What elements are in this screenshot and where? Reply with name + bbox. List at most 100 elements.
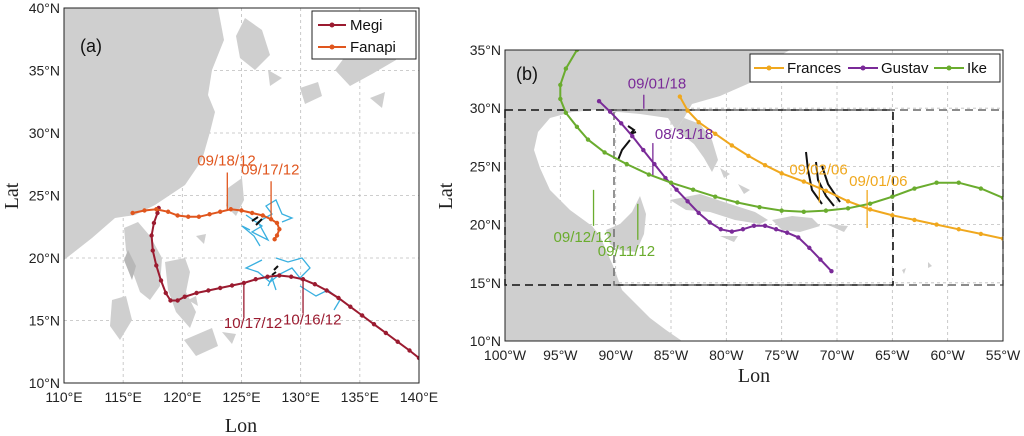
- data-point-ike: [912, 186, 916, 190]
- data-point-gustav: [774, 227, 778, 231]
- data-point-ike: [575, 125, 579, 129]
- data-point-megi: [277, 273, 281, 277]
- data-point-frances: [746, 154, 750, 158]
- data-point-gustav: [829, 269, 833, 273]
- data-point-megi: [175, 298, 179, 302]
- x-tick-label: 55°W: [986, 347, 1021, 363]
- legend-a: Megi Fanapi: [312, 11, 416, 59]
- y-axis-label-b: Lat: [435, 182, 457, 209]
- data-point-megi: [154, 263, 158, 267]
- legend-label-ike: Ike: [967, 60, 987, 77]
- data-point-megi: [149, 233, 153, 237]
- data-point-frances: [802, 179, 806, 183]
- data-point-megi: [372, 322, 376, 326]
- data-point-ike: [934, 180, 938, 184]
- data-point-gustav: [730, 229, 734, 233]
- data-point-ike: [647, 172, 651, 176]
- data-point-fanapi: [275, 233, 279, 237]
- data-point-megi: [336, 296, 340, 300]
- legend-marker-ike: [947, 66, 952, 71]
- data-point-gustav: [608, 109, 612, 113]
- y-tick-label: 15°N: [470, 275, 501, 291]
- data-point-ike: [824, 208, 828, 212]
- data-point-fanapi: [207, 212, 211, 216]
- data-point-fanapi: [272, 237, 276, 241]
- data-point-gustav: [619, 121, 623, 125]
- data-point-gustav: [763, 224, 767, 228]
- data-point-gustav: [708, 220, 712, 224]
- legend-marker-gustav: [861, 66, 866, 71]
- data-point-ike: [669, 180, 673, 184]
- legend-marker-fanapi: [330, 45, 335, 50]
- data-point-megi: [151, 248, 155, 252]
- data-point-fanapi: [275, 221, 279, 225]
- x-axis-label-a: Lon: [225, 415, 257, 436]
- x-tick-label: 125°E: [222, 389, 260, 405]
- x-tick-label: 115°E: [105, 389, 142, 405]
- data-point-megi: [152, 221, 156, 225]
- data-point-gustav: [696, 211, 700, 215]
- y-tick-label: 20°N: [29, 250, 60, 266]
- data-point-frances: [730, 143, 734, 147]
- data-point-frances: [868, 207, 872, 211]
- y-axis-label-a: Lat: [1, 182, 23, 209]
- data-point-megi: [230, 283, 234, 287]
- data-point-ike: [713, 194, 717, 198]
- x-tick-label: 95°W: [543, 347, 578, 363]
- y-tick-label: 10°N: [470, 333, 501, 349]
- data-point-ike: [757, 205, 761, 209]
- data-point-ike: [586, 137, 590, 141]
- y-tick-label: 30°N: [29, 125, 60, 141]
- data-point-frances: [763, 163, 767, 167]
- data-point-ike: [602, 150, 606, 154]
- data-point-frances: [846, 199, 850, 203]
- data-point-megi: [360, 313, 364, 317]
- data-point-gustav: [630, 134, 634, 138]
- x-tick-label: 65°W: [875, 347, 910, 363]
- data-point-fanapi: [186, 215, 190, 219]
- data-point-fanapi: [166, 210, 170, 214]
- x-tick-label: 130°E: [282, 389, 320, 405]
- data-point-megi: [168, 298, 172, 302]
- date-annotation: 09/02/06: [789, 161, 847, 178]
- data-point-ike: [564, 66, 568, 70]
- data-point-gustav: [597, 99, 601, 103]
- data-point-frances: [934, 222, 938, 226]
- legend-marker-frances: [767, 66, 772, 71]
- data-point-megi: [384, 331, 388, 335]
- data-point-gustav: [807, 246, 811, 250]
- date-annotation: 09/01/06: [849, 173, 907, 190]
- data-point-ike: [735, 200, 739, 204]
- date-annotation: 09/11/12: [598, 243, 655, 260]
- data-point-ike: [979, 186, 983, 190]
- x-tick-label: 75°W: [764, 347, 799, 363]
- data-point-frances: [678, 94, 682, 98]
- x-tick-label: 80°W: [709, 347, 744, 363]
- data-point-megi: [396, 340, 400, 344]
- data-point-fanapi: [197, 215, 201, 219]
- data-point-megi: [289, 275, 293, 279]
- data-point-megi: [313, 282, 317, 286]
- data-point-gustav: [818, 257, 822, 261]
- legend-b: Frances Gustav Ike: [750, 54, 1000, 82]
- panel-label-a: (a): [80, 36, 102, 56]
- data-point-gustav: [785, 231, 789, 235]
- data-point-megi: [218, 286, 222, 290]
- x-tick-label: 60°W: [930, 347, 965, 363]
- y-tick-label: 35°N: [470, 42, 501, 58]
- data-point-megi: [265, 275, 269, 279]
- data-point-fanapi: [250, 211, 254, 215]
- data-point-fanapi: [154, 207, 158, 211]
- x-tick-label: 110°E: [45, 389, 82, 405]
- panel-b: 09/01/1808/31/1809/02/0609/01/0609/12/12…: [435, 42, 1021, 387]
- x-tick-label: 70°W: [820, 347, 855, 363]
- data-point-ike: [890, 194, 894, 198]
- data-point-ike: [558, 97, 562, 101]
- panel-label-b: (b): [516, 64, 538, 84]
- data-point-frances: [957, 227, 961, 231]
- x-tick-label: 120°E: [163, 389, 201, 405]
- data-point-gustav: [719, 227, 723, 231]
- y-tick-label: 35°N: [29, 63, 60, 79]
